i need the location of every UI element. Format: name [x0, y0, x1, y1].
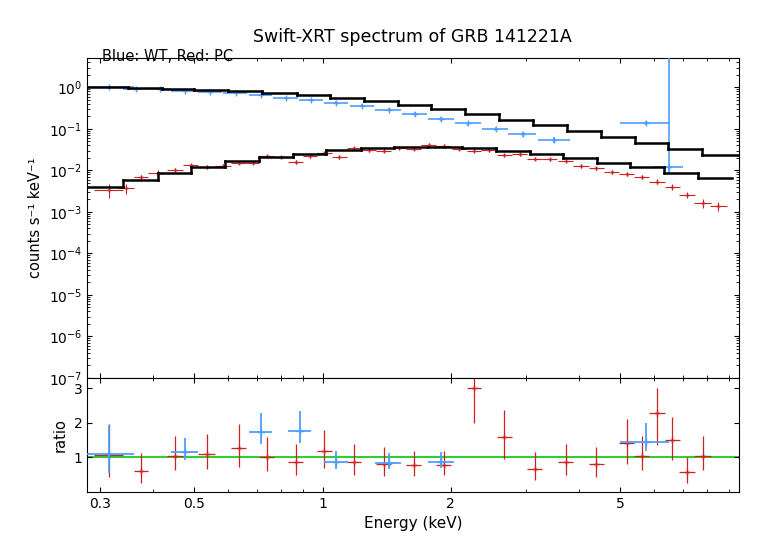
Text: Blue: WT, Red: PC: Blue: WT, Red: PC: [102, 49, 233, 64]
Y-axis label: ratio: ratio: [53, 418, 68, 452]
X-axis label: Energy (keV): Energy (keV): [364, 517, 462, 532]
Y-axis label: counts s⁻¹ keV⁻¹: counts s⁻¹ keV⁻¹: [28, 158, 43, 279]
Text: Swift-XRT spectrum of GRB 141221A: Swift-XRT spectrum of GRB 141221A: [253, 28, 572, 46]
